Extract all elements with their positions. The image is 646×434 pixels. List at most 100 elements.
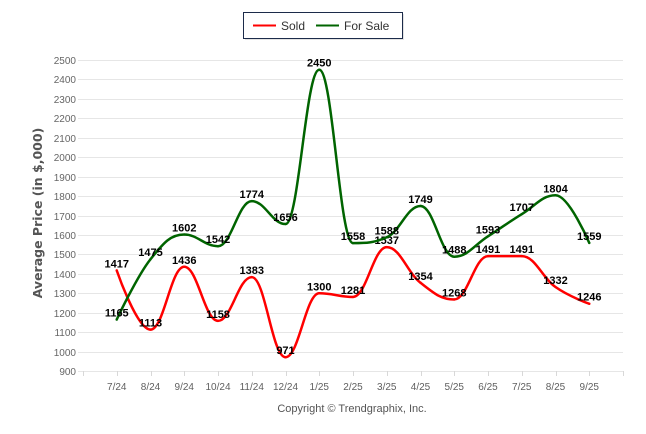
data-point-for-sale[interactable] xyxy=(588,241,591,245)
y-tick-label: 2200 xyxy=(54,114,77,125)
data-point-sold[interactable] xyxy=(351,295,355,299)
y-tick-label: 1700 xyxy=(54,212,77,223)
data-point-for-sale[interactable] xyxy=(183,233,186,236)
legend-label-for-sale: For Sale xyxy=(344,19,390,33)
data-label-for-sale: 1707 xyxy=(510,202,534,214)
data-label-sold: 1332 xyxy=(543,275,567,287)
y-tick-label: 1900 xyxy=(54,173,77,184)
data-point-sold[interactable] xyxy=(419,281,422,284)
y-tick-label: 2400 xyxy=(54,75,77,86)
legend-label-sold: Sold xyxy=(281,19,305,33)
legend-item-for-sale[interactable]: For Sale xyxy=(316,19,390,33)
x-tick-label: 7/24 xyxy=(107,382,127,393)
series-for-sale: 1165 1475 1602 1542 1774 1656 2450 1558 1588 1749… xyxy=(105,58,601,321)
data-label-sold: 1417 xyxy=(105,259,129,271)
data-label-for-sale: 1542 xyxy=(206,234,230,246)
data-label-sold: 1491 xyxy=(476,244,500,256)
y-tick-label: 1600 xyxy=(54,231,77,242)
y-tick-label: 1400 xyxy=(54,270,77,281)
data-point-sold[interactable] xyxy=(453,298,456,301)
x-tick-label: 11/24 xyxy=(240,382,265,393)
data-point-sold[interactable] xyxy=(115,269,118,272)
data-point-sold[interactable] xyxy=(318,292,321,295)
x-axis: 7/24 8/24 9/24 10/24 11/24 12/24 1/25 2/25 3/25 4… xyxy=(83,371,624,393)
x-tick-label: 3/25 xyxy=(377,382,397,393)
y-tick-label: 900 xyxy=(59,367,76,378)
data-point-for-sale[interactable] xyxy=(115,318,118,321)
data-point-for-sale[interactable] xyxy=(318,68,321,71)
x-tick-label: 8/25 xyxy=(546,382,566,393)
x-tick-label: 9/25 xyxy=(580,382,600,393)
data-label-for-sale: 1656 xyxy=(273,212,297,224)
y-tick-label: 1000 xyxy=(54,348,77,359)
data-label-sold: 1491 xyxy=(510,244,534,256)
data-point-sold[interactable] xyxy=(284,355,287,359)
data-label-for-sale: 1488 xyxy=(442,245,466,257)
y-tick-label: 2100 xyxy=(54,134,77,145)
data-point-for-sale[interactable] xyxy=(284,222,287,226)
data-label-sold: 1268 xyxy=(442,287,466,299)
data-point-sold[interactable] xyxy=(385,245,388,249)
data-point-sold[interactable] xyxy=(554,285,557,289)
x-tick-label: 4/25 xyxy=(411,382,431,393)
data-point-for-sale[interactable] xyxy=(419,204,422,208)
data-point-for-sale[interactable] xyxy=(520,212,523,216)
gridlines xyxy=(78,60,623,372)
data-point-sold[interactable] xyxy=(588,302,591,305)
data-label-for-sale: 1593 xyxy=(476,224,500,236)
data-point-for-sale[interactable] xyxy=(554,194,557,197)
data-point-for-sale[interactable] xyxy=(250,199,253,203)
data-point-for-sale[interactable] xyxy=(149,258,152,261)
data-label-sold: 1281 xyxy=(341,285,365,297)
data-point-for-sale[interactable] xyxy=(385,236,388,239)
series-line-sold[interactable] xyxy=(115,245,591,359)
data-label-for-sale: 1558 xyxy=(341,231,365,243)
data-label-for-sale: 1602 xyxy=(172,223,196,235)
data-label-for-sale: 1804 xyxy=(543,183,568,195)
data-point-sold[interactable] xyxy=(486,254,490,258)
x-tick-label: 12/24 xyxy=(273,382,298,393)
data-label-for-sale: 1559 xyxy=(577,231,601,243)
data-point-for-sale[interactable] xyxy=(486,235,490,238)
x-tick-label: 1/25 xyxy=(310,382,330,393)
legend-item-sold[interactable]: Sold xyxy=(253,19,305,33)
data-label-for-sale: 1588 xyxy=(375,225,399,237)
data-label-for-sale: 1165 xyxy=(105,307,129,319)
series-line-for-sale[interactable] xyxy=(115,68,591,321)
data-point-sold[interactable] xyxy=(183,265,186,269)
data-label-for-sale: 1749 xyxy=(408,194,432,206)
y-axis: 900 1000 1100 1200 1300 1400 1500 1600 1700 1800 1… xyxy=(54,56,77,378)
x-tick-label: 10/24 xyxy=(205,382,230,393)
y-tick-label: 1200 xyxy=(54,309,77,320)
data-point-sold[interactable] xyxy=(149,328,152,331)
y-tick-label: 1800 xyxy=(54,192,77,203)
data-label-sold: 1354 xyxy=(408,271,433,283)
data-point-sold[interactable] xyxy=(216,319,220,323)
y-tick-label: 2000 xyxy=(54,153,77,164)
data-label-sold: 1436 xyxy=(172,255,196,267)
x-tick-label: 2/25 xyxy=(343,382,363,393)
y-tick-label: 1300 xyxy=(54,289,77,300)
x-tick-label: 9/24 xyxy=(175,382,195,393)
x-tick-label: 6/25 xyxy=(478,382,498,393)
y-tick-label: 1500 xyxy=(54,250,77,261)
data-label-sold: 1300 xyxy=(307,281,331,293)
data-label-for-sale: 2450 xyxy=(307,58,331,70)
data-point-for-sale[interactable] xyxy=(216,245,220,248)
y-tick-label: 2500 xyxy=(54,56,77,67)
y-tick-label: 2300 xyxy=(54,95,77,106)
data-label-for-sale: 1475 xyxy=(138,247,162,259)
y-tick-label: 1100 xyxy=(54,328,76,339)
credits-text[interactable]: Copyright © Trendgraphix, Inc. xyxy=(277,403,426,415)
series-sold: 1417 1113 1436 1158 1383 971 1300 1281 1537 1354 1… xyxy=(105,235,601,359)
data-label-sold: 971 xyxy=(276,345,294,357)
x-tick-label: 5/25 xyxy=(445,382,465,393)
data-point-for-sale[interactable] xyxy=(453,255,456,258)
data-point-sold[interactable] xyxy=(250,275,253,279)
data-point-for-sale[interactable] xyxy=(351,241,355,245)
data-point-sold[interactable] xyxy=(520,254,523,258)
x-tick-label: 7/25 xyxy=(512,382,532,393)
data-label-sold: 1113 xyxy=(139,318,162,330)
